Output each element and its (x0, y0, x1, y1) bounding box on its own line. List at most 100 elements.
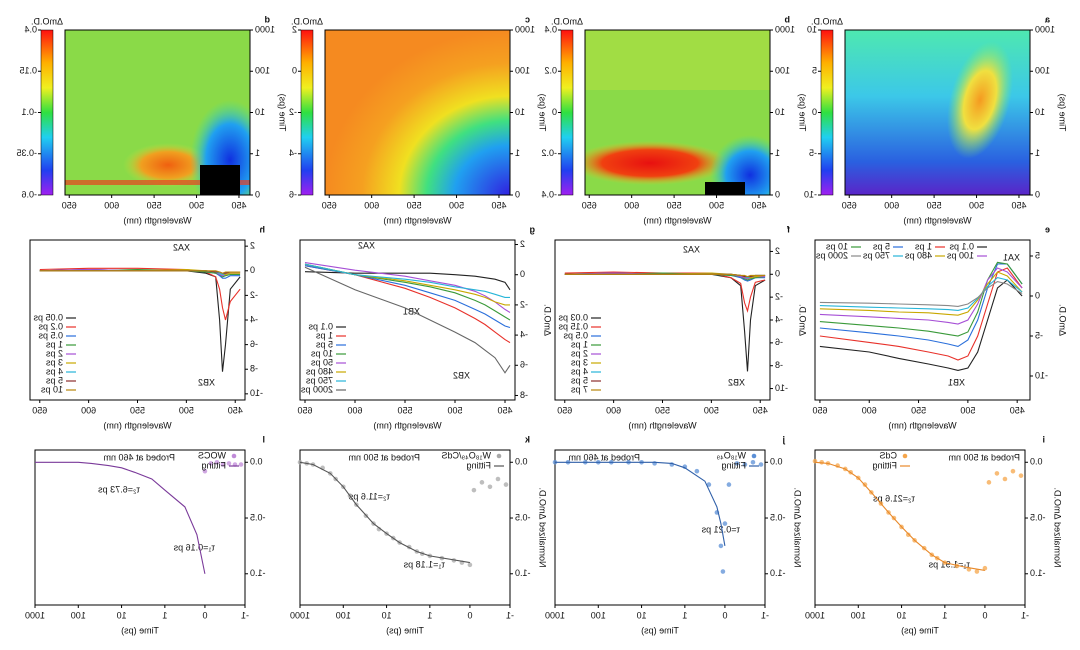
series-line (304, 263, 510, 306)
y-tick-label: -10 (775, 383, 788, 393)
y-tick-label: 1 (515, 148, 520, 158)
data-point (1002, 476, 1008, 482)
legend-label: 1 ps (45, 339, 63, 349)
y-tick-label: -6 (775, 337, 783, 347)
data-point (726, 482, 732, 487)
legend-label: 10 ps (40, 384, 63, 394)
legend-label: 5 ps (315, 339, 333, 349)
x-axis-title: Wavelength (nm) (383, 215, 451, 225)
colorbar-tick-label: 0.4 (544, 24, 557, 34)
legend-label: 10 ps (310, 348, 333, 358)
y-tick-label: -4 (520, 329, 528, 339)
x-tick-label: 550 (655, 405, 670, 415)
colorbar-tick-label: -4 (289, 148, 297, 158)
series-line (299, 461, 470, 564)
colorbar (820, 29, 834, 196)
plot-frame (554, 449, 766, 606)
data-point (750, 459, 756, 465)
panel-label: j (782, 434, 786, 444)
data-point (495, 476, 501, 482)
plot-frame (299, 239, 516, 401)
series-line (304, 265, 511, 329)
series-line (819, 261, 1023, 337)
y-tick-label: -6 (250, 339, 258, 349)
series-line (819, 279, 1023, 371)
y-tick-label: 10 (775, 107, 785, 117)
x-tick-label: 650 (297, 405, 312, 415)
x-tick-label: 650 (62, 200, 77, 210)
y-tick-label: 1 (1035, 148, 1040, 158)
legend-label: 2000 ps (300, 384, 333, 394)
y-tick-label: -2 (775, 292, 783, 302)
y-tick-label: 0 (250, 265, 255, 275)
y-tick-label: 100 (775, 66, 790, 76)
series-line (564, 271, 766, 313)
x-tick-label: 500 (449, 200, 464, 210)
x-tick-label: 450 (231, 200, 246, 210)
colorbar-tick-label: -6 (289, 189, 297, 199)
colorbar-tick-label: 0.4 (24, 24, 37, 34)
x-tick-label: 650 (582, 200, 597, 210)
annotation: XA1 (1003, 252, 1020, 262)
colorbar-tick-label: -0.4 (541, 189, 557, 199)
annotation: τ₁=0.16 ps (173, 542, 215, 552)
y-tick-label: -8 (520, 390, 528, 400)
plot-frame (299, 449, 511, 606)
y-tick-label: 0 (1035, 290, 1040, 300)
y-axis-title: Time (ps) (1058, 94, 1068, 132)
data-point (720, 569, 726, 574)
heatmap-image (65, 30, 250, 195)
heatmap-image (845, 30, 1030, 195)
x-tick-label: 0 (722, 610, 727, 620)
legend-label: 0.1 ps (949, 241, 974, 251)
data-point (467, 562, 473, 568)
series-line (555, 461, 726, 546)
x-tick-label: 100 (71, 610, 86, 620)
x-tick-label: 650 (842, 200, 857, 210)
series-line (304, 262, 511, 313)
data-point (974, 569, 980, 574)
x-tick-label: 500 (189, 200, 204, 210)
y-tick-label: -2 (520, 299, 528, 309)
legend-label: 5 ps (570, 375, 588, 385)
data-point (503, 482, 509, 487)
y-axis-title: Normalized ΔmO.D. (538, 487, 548, 567)
panel-label: l (262, 434, 265, 444)
y-tick-label: 1000 (775, 24, 795, 34)
annotation: XB1 (948, 377, 965, 387)
legend-label: 1 ps (315, 330, 333, 340)
y-axis-title: ΔmO.D. (798, 304, 808, 336)
y-tick-label: 0 (255, 189, 260, 199)
panel-label: f (786, 224, 790, 234)
data-point (994, 471, 1000, 476)
y-tick-label: -1.0 (515, 568, 531, 578)
annotation: XB2 (453, 370, 470, 380)
y-tick-label: 2 (250, 241, 255, 251)
x-tick-label: 0 (467, 610, 472, 620)
annotation: τ=0.21 ps (701, 524, 740, 534)
annotation: Probed at 500 nm (348, 452, 420, 462)
colorbar-tick-label: 2 (292, 24, 297, 34)
legend-label: 7 ps (570, 384, 588, 394)
x-tick-label: 550 (147, 200, 162, 210)
annotation: τ₁=1.91 ps (928, 559, 970, 569)
data-point (718, 543, 724, 549)
y-axis-title: ΔmO.D. (1058, 304, 1068, 336)
data-point (297, 459, 303, 465)
y-tick-label: 0 (775, 269, 780, 279)
x-tick-label: 450 (497, 405, 512, 415)
annotation: XB2 (198, 377, 215, 387)
data-point (986, 480, 992, 485)
series-line (304, 263, 511, 321)
x-tick-label: -1 (761, 610, 769, 620)
legend-label: 0.05 ps (33, 312, 63, 322)
colorbar (300, 29, 314, 196)
colorbar-title: ΔmO.D. (31, 16, 63, 26)
y-tick-label: 0.0 (1030, 457, 1043, 467)
x-tick-label: 500 (447, 405, 462, 415)
y-tick-label: 1 (775, 148, 780, 158)
y-tick-label: 0 (775, 189, 780, 199)
y-tick-label: -0.5 (250, 512, 266, 522)
colorbar-title: ΔmO.D. (811, 16, 843, 26)
